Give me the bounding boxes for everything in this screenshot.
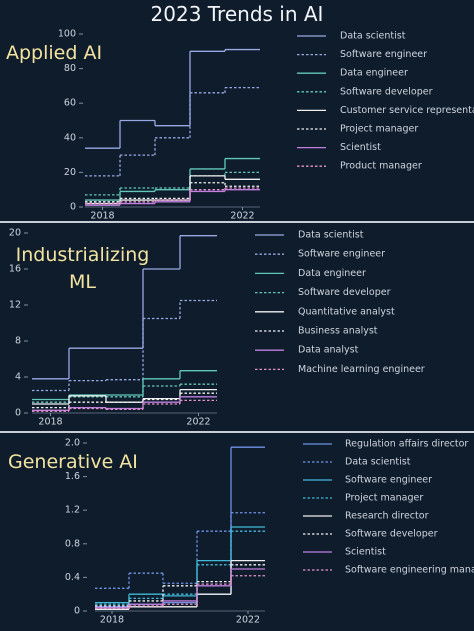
y-tick-label: 100 xyxy=(58,29,76,40)
panel-title: Industrializing ML xyxy=(15,244,150,293)
legend-label: Software engineer xyxy=(298,249,385,260)
y-tick-label: 0.8 xyxy=(65,538,80,549)
legend-label: Data scientist xyxy=(345,457,411,468)
legend-label: Project manager xyxy=(340,124,418,135)
y-tick-label: 0 xyxy=(15,408,21,419)
legend-label: Data analyst xyxy=(298,345,359,356)
legend-label: Software developer xyxy=(298,287,391,298)
legend-label: Software engineer xyxy=(340,49,427,60)
y-tick-label: 60 xyxy=(64,98,76,109)
y-tick-label: 0 xyxy=(70,202,76,213)
legend-label: Scientist xyxy=(340,142,381,153)
y-tick-label: 12 xyxy=(9,300,21,311)
x-tick-label: 2022 xyxy=(236,615,260,626)
legend-label: Research director xyxy=(345,511,429,522)
legend-label: Machine learning engineer xyxy=(298,364,425,375)
x-tick-label: 2018 xyxy=(100,615,124,626)
legend-label: Quantitative analyst xyxy=(298,306,395,317)
x-tick-label: 2022 xyxy=(186,417,210,428)
y-tick-label: 1.2 xyxy=(65,505,80,516)
legend-label: Data engineer xyxy=(340,68,408,79)
y-tick-label: 2.0 xyxy=(65,438,80,449)
panel-title: Generative AI xyxy=(8,451,138,473)
y-tick-label: 0.4 xyxy=(65,572,80,583)
y-tick-label: 16 xyxy=(9,264,21,275)
legend-label: Software developer xyxy=(340,86,433,97)
legend-label: Software engineer xyxy=(345,475,432,486)
y-tick-label: 1.6 xyxy=(65,471,80,482)
page-title: 2023 Trends in AI xyxy=(150,2,324,26)
legend-label: Customer service representative xyxy=(340,105,474,116)
legend-label: Software developer xyxy=(345,529,438,540)
x-tick-label: 2018 xyxy=(38,417,62,428)
legend-label: Business analyst xyxy=(298,326,378,337)
y-tick-label: 80 xyxy=(64,63,76,74)
x-tick-label: 2018 xyxy=(90,211,114,222)
legend-label: Software engineering manager xyxy=(345,565,474,576)
y-tick-label: 8 xyxy=(15,336,21,347)
y-tick-label: 0 xyxy=(74,606,80,617)
legend-label: Data engineer xyxy=(298,268,366,279)
y-tick-label: 20 xyxy=(9,228,21,239)
y-tick-label: 20 xyxy=(64,167,76,178)
y-tick-label: 4 xyxy=(15,372,21,383)
legend-label: Regulation affairs director xyxy=(345,439,468,450)
y-tick-label: 40 xyxy=(64,132,76,143)
legend-label: Scientist xyxy=(345,547,386,558)
legend-label: Product manager xyxy=(340,161,422,172)
legend-label: Data scientist xyxy=(340,31,406,42)
x-tick-label: 2022 xyxy=(230,211,254,222)
legend-label: Project manager xyxy=(345,493,423,504)
panel-title: Applied AI xyxy=(6,42,103,64)
legend-label: Data scientist xyxy=(298,230,364,241)
